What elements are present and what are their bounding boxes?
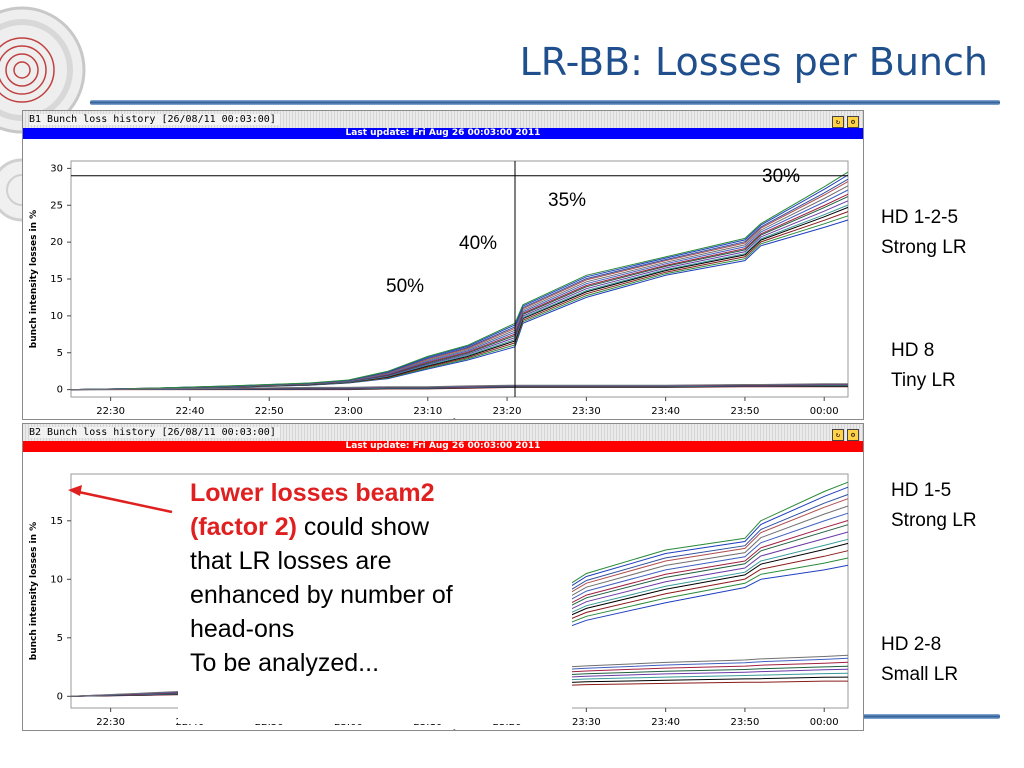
annotation-50: 50%	[386, 276, 425, 297]
y-axis-label: bunch intensity losses in %	[29, 210, 39, 348]
side-label-hd15: HD 1-5 Strong LR	[891, 480, 977, 531]
annotation-35: 35%	[548, 190, 587, 211]
footer-divider	[860, 714, 1000, 719]
y-tick-label: 30	[50, 163, 63, 174]
callout-box: Lower losses beam2 (factor 2) could show…	[178, 476, 572, 724]
y-tick-label: 5	[57, 348, 63, 359]
panel-header: B1 Bunch loss history [26/08/11 00:03:00…	[23, 111, 863, 128]
callout-text-5: To be analyzed...	[190, 649, 380, 677]
y-tick-label: 15	[50, 516, 63, 527]
b1-chart: 0 5 10 15 20 25 30 22:30 22:40 22:50 23:00 23:10 23:…	[29, 160, 849, 419]
y-tick-label: 25	[50, 200, 63, 211]
x-tick-label: 23:50	[731, 717, 760, 728]
x-tick-label: 22:30	[96, 406, 125, 417]
annotation-40: 40%	[459, 233, 498, 254]
annotation-30: 30%	[762, 166, 801, 187]
update-bar: Last update: Fri Aug 26 00:03:00 2011	[23, 441, 863, 452]
y-tick-label: 5	[57, 633, 63, 644]
x-tick-label: 00:00	[810, 406, 839, 417]
window-icons: ↻ ⚙	[829, 426, 859, 443]
x-tick-label: 23:20	[493, 406, 522, 417]
y-axis-label: bunch intensity losses in %	[29, 522, 39, 660]
panel-header-text: B2 Bunch loss history [26/08/11 00:03:00…	[29, 427, 280, 438]
title-divider	[90, 100, 1000, 105]
x-tick-label: 23:40	[651, 406, 680, 417]
slide-title: LR-BB: Losses per Bunch	[519, 40, 988, 84]
y-tick-label: 0	[57, 691, 63, 702]
x-tick-label: 22:40	[176, 406, 205, 417]
update-bar: Last update: Fri Aug 26 00:03:00 2011	[23, 128, 863, 139]
y-tick-label: 15	[50, 274, 63, 285]
x-tick-label: 23:30	[572, 717, 601, 728]
callout-highlight-1: Lower losses beam2	[190, 479, 435, 507]
y-tick-label: 0	[57, 385, 63, 396]
b1-loss-panel: B1 Bunch loss history [26/08/11 00:03:00…	[22, 110, 864, 420]
y-tick-label: 10	[50, 574, 63, 585]
x-tick-label: 23:10	[413, 406, 442, 417]
side-label-hd8: HD 8 Tiny LR	[891, 340, 956, 391]
x-tick-label: 22:30	[96, 717, 125, 728]
series-line	[70, 171, 849, 391]
x-tick-label: 23:50	[731, 406, 760, 417]
callout-text-4: head-ons	[190, 615, 295, 643]
refresh-icon[interactable]: ↻	[832, 429, 844, 441]
x-tick-label: 22:50	[255, 406, 284, 417]
y-tick-label: 10	[50, 311, 63, 322]
x-tick-label: 23:40	[651, 717, 680, 728]
series-line	[70, 383, 848, 391]
panel-header: B2 Bunch loss history [26/08/11 00:03:00…	[23, 424, 863, 441]
panel-header-text: B1 Bunch loss history [26/08/11 00:03:00…	[29, 114, 280, 125]
callout-text-3: enhanced by number of	[190, 581, 453, 609]
x-tick-label: 00:00	[810, 717, 839, 728]
x-tick-label: 23:30	[572, 406, 601, 417]
side-label-hd28: HD 2-8 Small LR	[881, 634, 959, 685]
settings-icon[interactable]: ⚙	[847, 116, 859, 128]
y-tick-label: 20	[50, 237, 63, 248]
callout-text-2: that LR losses are	[190, 547, 392, 575]
callout-highlight-2: (factor 2)	[190, 513, 297, 541]
settings-icon[interactable]: ⚙	[847, 429, 859, 441]
x-tick-label: 23:00	[334, 406, 363, 417]
callout-arrow	[68, 485, 173, 514]
callout-text-1: could show	[303, 513, 429, 541]
window-icons: ↻ ⚙	[829, 113, 859, 130]
side-label-hd125: HD 1-2-5 Strong LR	[881, 207, 967, 258]
refresh-icon[interactable]: ↻	[832, 116, 844, 128]
x-axis-label: Time	[446, 729, 474, 730]
x-axis-label: Time	[446, 418, 474, 419]
